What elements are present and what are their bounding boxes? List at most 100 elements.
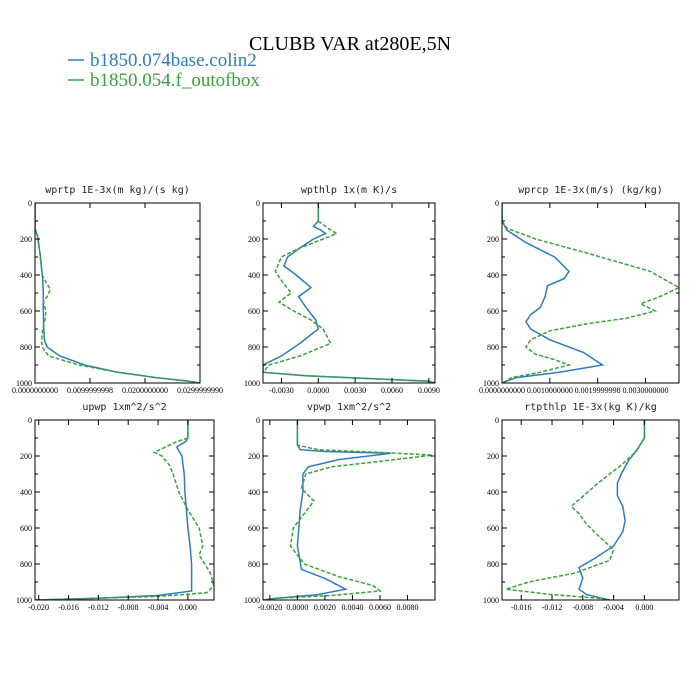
series-line-base: [263, 203, 435, 383]
panel-title: wprtp 1E-3x(m kg)/(s kg): [45, 185, 190, 196]
x-tick-label: 0.0000000000: [479, 386, 525, 395]
series-line-outofbox: [35, 203, 200, 383]
x-tick-label: 0.000: [179, 603, 197, 612]
series-line-base: [263, 420, 392, 600]
x-tick-label: 0.0000000000: [12, 386, 58, 395]
series-line-outofbox: [263, 203, 435, 383]
y-tick-label: 800: [487, 343, 499, 352]
y-tick-label: 800: [20, 560, 32, 569]
y-tick-label: 400: [487, 488, 499, 497]
plot-frame: [501, 202, 680, 384]
y-tick-label: 1000: [483, 379, 499, 388]
x-tick-label: 0.0000: [307, 386, 329, 395]
series-line-outofbox: [502, 203, 679, 383]
x-tick-label: 0.0010000000: [527, 386, 573, 395]
chart-panel-6: rtpthlp 1E-3x(kg K)/kg 0 200 400 600 800 1000 -…: [483, 402, 680, 612]
y-tick-label: 800: [487, 560, 499, 569]
y-tick-label: 200: [20, 235, 32, 244]
y-tick-label: 200: [20, 452, 32, 461]
y-tick-label: 600: [248, 307, 260, 316]
x-tick-label: 0.0299999990: [177, 386, 223, 395]
series-line-base: [35, 420, 193, 600]
y-tick-label: 0: [495, 416, 499, 425]
y-tick-label: 200: [487, 452, 499, 461]
x-tick-label: 0.0040: [341, 603, 363, 612]
y-tick-label: 1000: [16, 596, 32, 605]
panels: wprtp 1E-3x(m kg)/(s kg) 0 200 400 600 800 100…: [12, 185, 680, 612]
x-tick-label: 0.0090: [418, 386, 440, 395]
x-tick-label: -0.008: [118, 603, 139, 612]
x-tick-label: -0.004: [603, 603, 624, 612]
panel-title: wprcp 1E-3x(m/s) (kg/kg): [518, 185, 663, 196]
x-tick-label: 0.0020: [314, 603, 336, 612]
y-tick-label: 400: [20, 271, 32, 280]
panel-title: rtpthlp 1E-3x(kg K)/kg: [524, 402, 656, 413]
series-line-outofbox: [263, 420, 433, 600]
y-tick-label: 1000: [244, 596, 260, 605]
x-tick-label: -0.0020: [258, 603, 283, 612]
x-tick-label: -0.016: [58, 603, 79, 612]
x-tick-label: 0.0030: [344, 386, 366, 395]
chart-panel-2: wpthlp 1x(m K)/s 0 200 400 600 800 1000 -0.0030…: [244, 185, 440, 395]
y-tick-label: 600: [487, 524, 499, 533]
plot-frame: [501, 419, 680, 601]
series-line-base: [502, 203, 605, 383]
x-tick-label: -0.008: [572, 603, 593, 612]
y-tick-label: 600: [20, 524, 32, 533]
y-tick-label: 1000: [16, 379, 32, 388]
y-tick-label: 0: [28, 199, 32, 208]
y-tick-label: 800: [248, 343, 260, 352]
y-tick-label: 600: [20, 307, 32, 316]
y-tick-label: 1000: [483, 596, 499, 605]
y-tick-label: 1000: [244, 379, 260, 388]
x-tick-label: 0.0060: [369, 603, 391, 612]
chart-panel-1: wprtp 1E-3x(m kg)/(s kg) 0 200 400 600 800 100…: [12, 185, 223, 395]
plot-frame: [262, 419, 436, 601]
y-tick-label: 400: [248, 488, 260, 497]
y-tick-label: 200: [487, 235, 499, 244]
legend-label: b1850.054.f_outofbox: [90, 70, 260, 91]
y-tick-label: 600: [487, 307, 499, 316]
y-tick-label: 400: [248, 271, 260, 280]
plot-frame: [262, 202, 436, 384]
x-tick-label: 0.0019999998: [575, 386, 621, 395]
panel-title: upwp 1xm^2/s^2: [82, 402, 166, 413]
series-line-base: [578, 420, 646, 600]
x-tick-label: 0.0060: [381, 386, 403, 395]
x-tick-label: 0.0030000000: [623, 386, 669, 395]
series-line-base: [35, 203, 200, 383]
panel-title: vpwp 1xm^2/s^2: [307, 402, 391, 413]
figure-title: CLUBB VAR at280E,5N: [249, 33, 451, 55]
y-tick-label: 800: [248, 560, 260, 569]
x-tick-label: 0.0099999998: [67, 386, 113, 395]
x-tick-label: -0.012: [88, 603, 109, 612]
y-tick-label: 600: [248, 524, 260, 533]
x-tick-label: -0.004: [148, 603, 169, 612]
chart-panel-4: upwp 1xm^2/s^2 0 200 400 600 800 1000-0.020 -0.…: [16, 402, 215, 612]
y-tick-label: 800: [20, 343, 32, 352]
y-tick-label: 0: [256, 199, 260, 208]
x-tick-label: -0.016: [511, 603, 532, 612]
legend-label: b1850.074base.colin2: [90, 50, 257, 71]
series-line-outofbox: [505, 420, 646, 600]
y-tick-label: 0: [28, 416, 32, 425]
y-tick-label: 200: [248, 452, 260, 461]
x-tick-label: 0.000: [635, 603, 653, 612]
y-tick-label: 200: [248, 235, 260, 244]
y-tick-label: 0: [495, 199, 499, 208]
x-tick-label: 0.0000: [286, 603, 308, 612]
panel-title: wpthlp 1x(m K)/s: [301, 185, 397, 196]
x-tick-label: -0.012: [542, 603, 563, 612]
y-tick-label: 0: [256, 416, 260, 425]
chart-panel-3: wprcp 1E-3x(m/s) (kg/kg) 0 200 400 600 800 100…: [479, 185, 680, 395]
x-tick-label: -0.0030: [269, 386, 294, 395]
y-tick-label: 400: [20, 488, 32, 497]
y-tick-label: 400: [487, 271, 499, 280]
x-tick-label: 0.0200000000: [122, 386, 168, 395]
series-line-outofbox: [35, 420, 214, 600]
x-tick-label: 0.0080: [396, 603, 418, 612]
x-tick-label: -0.020: [28, 603, 49, 612]
